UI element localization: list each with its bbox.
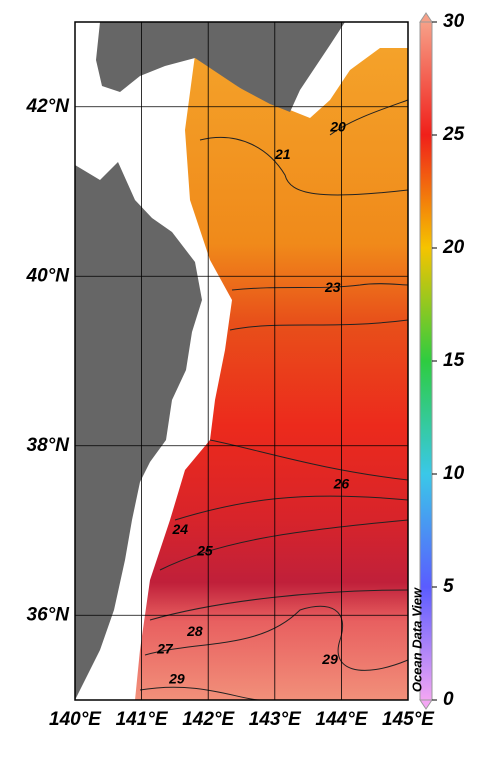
colorbar-tick-label: 25: [442, 124, 465, 145]
land-hokkaido: [96, 22, 345, 112]
contour-label: 20: [329, 119, 346, 135]
contour-label: 24: [171, 521, 188, 537]
x-tick-label: 141°E: [116, 709, 169, 730]
x-tick-label: 142°E: [182, 709, 235, 730]
temperature-field: [135, 48, 408, 700]
colorbar-tick-label: 0: [443, 689, 454, 710]
colorbar-tick-label: 20: [442, 237, 465, 258]
colorbar-tick-label: 15: [443, 350, 465, 371]
colorbar-tick-label: 10: [443, 463, 465, 484]
contour-label: 26: [333, 475, 350, 491]
colorbar-tick-label: 5: [443, 576, 454, 597]
x-tick-label: 140°E: [49, 709, 102, 730]
colorbar-arrow: [419, 699, 433, 710]
colorbar-arrow: [419, 12, 433, 23]
contour-label: 27: [156, 641, 174, 657]
plot-border: [74, 21, 409, 701]
credit: Ocean Data View: [409, 587, 424, 692]
contour-label: 29: [321, 651, 338, 667]
y-tick-label: 42°N: [26, 96, 71, 117]
contour-label: 23: [324, 279, 341, 295]
x-tick-label: 144°E: [315, 709, 368, 730]
contour-label: 21: [274, 146, 291, 162]
land-honshu: [75, 162, 202, 700]
y-tick-label: 38°N: [27, 435, 71, 456]
colorbar-tick-label: 30: [443, 11, 465, 32]
contour-label: 28: [186, 623, 203, 639]
contour-label: 29: [168, 670, 185, 686]
x-tick-label: 143°E: [249, 709, 302, 730]
x-tick-label: 145°E: [382, 709, 435, 730]
y-tick-label: 36°N: [27, 604, 71, 625]
y-tick-label: 40°N: [26, 265, 71, 286]
contours: [139, 99, 409, 701]
contour-label: 25: [196, 542, 213, 558]
